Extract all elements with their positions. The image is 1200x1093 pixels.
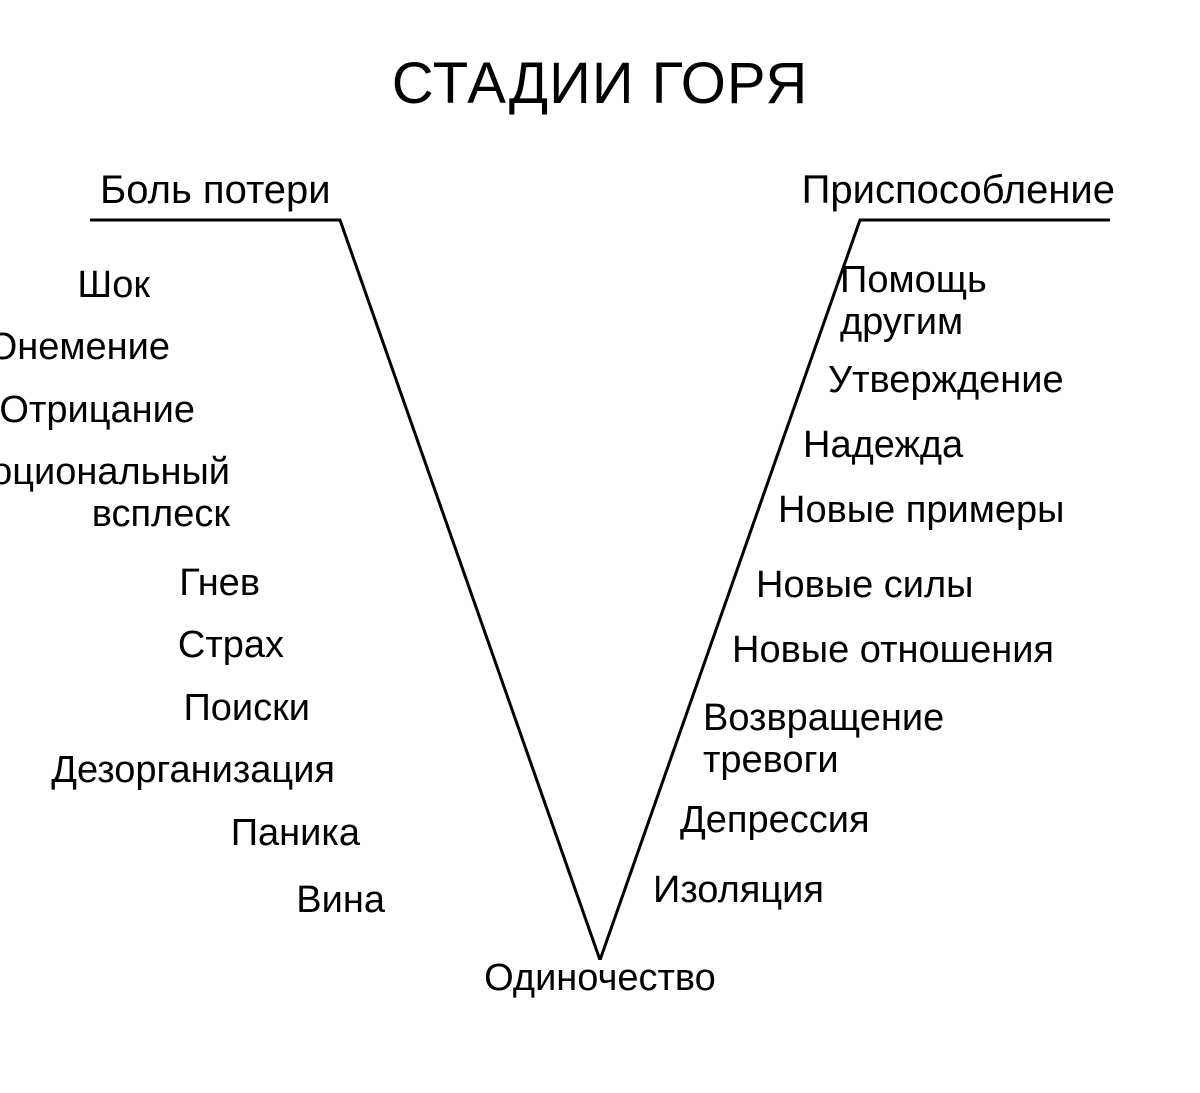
right-stage-label: Помощьдругим [840, 260, 987, 344]
right-stage-label: Возвращениетревоги [703, 698, 944, 782]
right-stage-label: Надежда [803, 425, 963, 467]
right-stage-label: Новые примеры [778, 490, 1064, 532]
header-right: Приспособление [802, 168, 1115, 213]
left-stage-label: Шок [77, 265, 150, 307]
left-stage-label: Поиски [183, 688, 310, 730]
left-stage-label: Дезорганизация [51, 750, 335, 792]
left-stage-label: Страх [178, 625, 284, 667]
right-stage-label: Новые силы [756, 565, 973, 607]
diagram-title: СТАДИИ ГОРЯ [0, 50, 1200, 117]
left-stage-label: Отрицание [0, 390, 195, 432]
right-stage-label: Депрессия [680, 800, 870, 842]
left-stage-label: Эмоциональныйвсплеск [0, 452, 230, 536]
left-stage-label: Вина [296, 880, 385, 922]
left-stage-label: Гнев [179, 563, 260, 605]
left-stage-label: Онемение [0, 327, 170, 369]
right-stage-label: Новые отношения [732, 630, 1054, 672]
right-stage-label: Изоляция [653, 870, 824, 912]
right-stage-label: Утверждение [828, 360, 1064, 402]
left-stage-label: Паника [231, 813, 360, 855]
header-left: Боль потери [100, 168, 331, 213]
bottom-stage-label: Одиночество [0, 958, 1200, 1000]
